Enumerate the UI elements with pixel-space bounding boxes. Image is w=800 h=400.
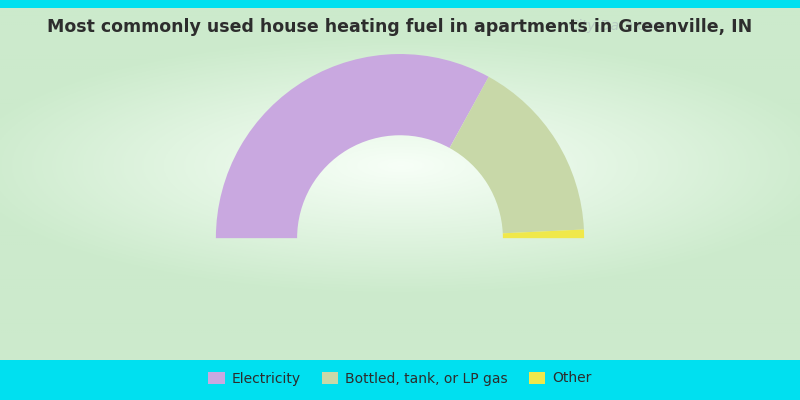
Wedge shape	[450, 77, 584, 233]
Wedge shape	[502, 230, 584, 238]
Text: Most commonly used house heating fuel in apartments in Greenville, IN: Most commonly used house heating fuel in…	[47, 18, 753, 36]
Legend: Electricity, Bottled, tank, or LP gas, Other: Electricity, Bottled, tank, or LP gas, O…	[202, 366, 598, 391]
Text: City-Data.com: City-Data.com	[568, 18, 667, 32]
Wedge shape	[216, 54, 489, 238]
